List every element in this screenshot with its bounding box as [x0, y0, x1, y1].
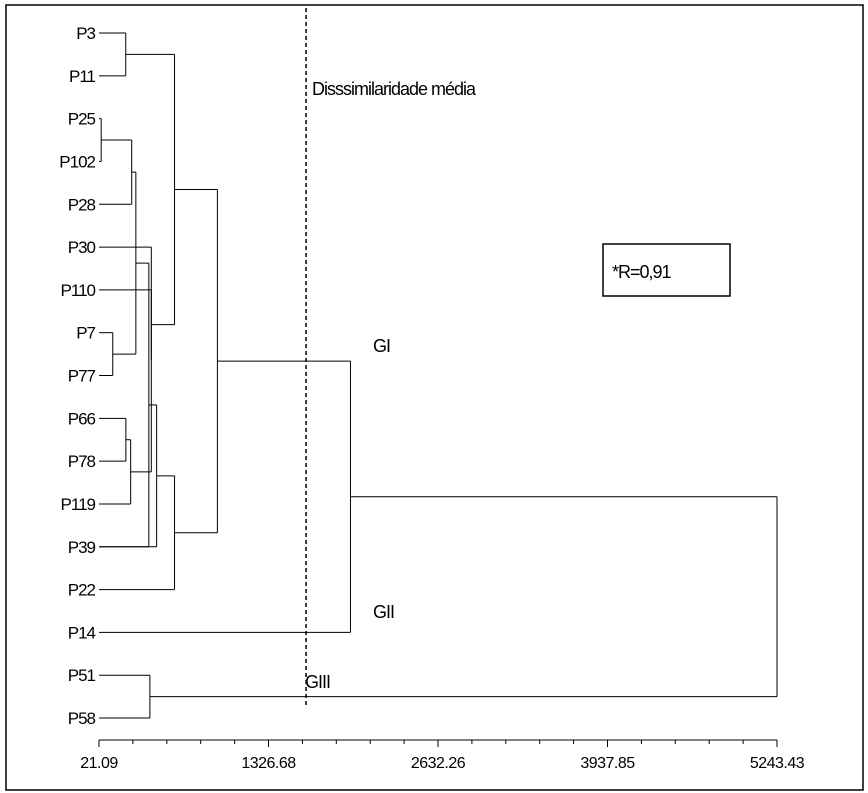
group-label-giii: GIII [305, 672, 330, 692]
leaf-label-p58: P58 [68, 709, 96, 728]
x-tick-label-1: 1326.68 [241, 755, 296, 772]
x-tick-label-0: 21.09 [80, 755, 118, 772]
chart-border [5, 4, 864, 791]
leaf-label-p28: P28 [68, 195, 96, 214]
leaf-label-p14: P14 [68, 623, 96, 642]
leaf-label-p7: P7 [76, 324, 95, 343]
correlation-box [602, 243, 731, 297]
mean-dissimilarity-label: Disssimilaridade média [312, 79, 477, 99]
leaf-label-p51: P51 [68, 666, 96, 685]
leaf-label-p78: P78 [68, 452, 96, 471]
group-label-gii: GII [373, 602, 394, 622]
leaf-label-p11: P11 [69, 67, 96, 86]
x-axis-ticks: 21.09 1326.68 2632.26 3937.85 5243.43 [80, 740, 805, 772]
x-tick-label-4: 5243.43 [750, 755, 805, 772]
leaf-label-p102: P102 [59, 152, 95, 171]
x-tick-label-3: 3937.85 [580, 755, 635, 772]
leaf-label-p3: P3 [76, 24, 95, 43]
leaf-label-p119: P119 [61, 495, 96, 514]
leaf-labels: P3 P11 P25 P102 P28 P30 P110 P7 P77 P66 P78 P119 P39… [59, 24, 96, 728]
leaf-label-p110: P110 [61, 281, 96, 300]
leaf-label-p66: P66 [68, 409, 96, 428]
leaf-label-p22: P22 [68, 581, 96, 600]
group-label-gi: GI [373, 336, 390, 356]
x-tick-label-2: 2632.26 [411, 755, 466, 772]
leaf-label-p30: P30 [68, 238, 96, 257]
leaf-label-p39: P39 [68, 538, 96, 557]
correlation-label: *R=0,91 [612, 262, 672, 282]
dendrogram-branches [99, 32, 778, 719]
leaf-label-p25: P25 [68, 110, 96, 129]
leaf-label-p77: P77 [68, 367, 96, 386]
